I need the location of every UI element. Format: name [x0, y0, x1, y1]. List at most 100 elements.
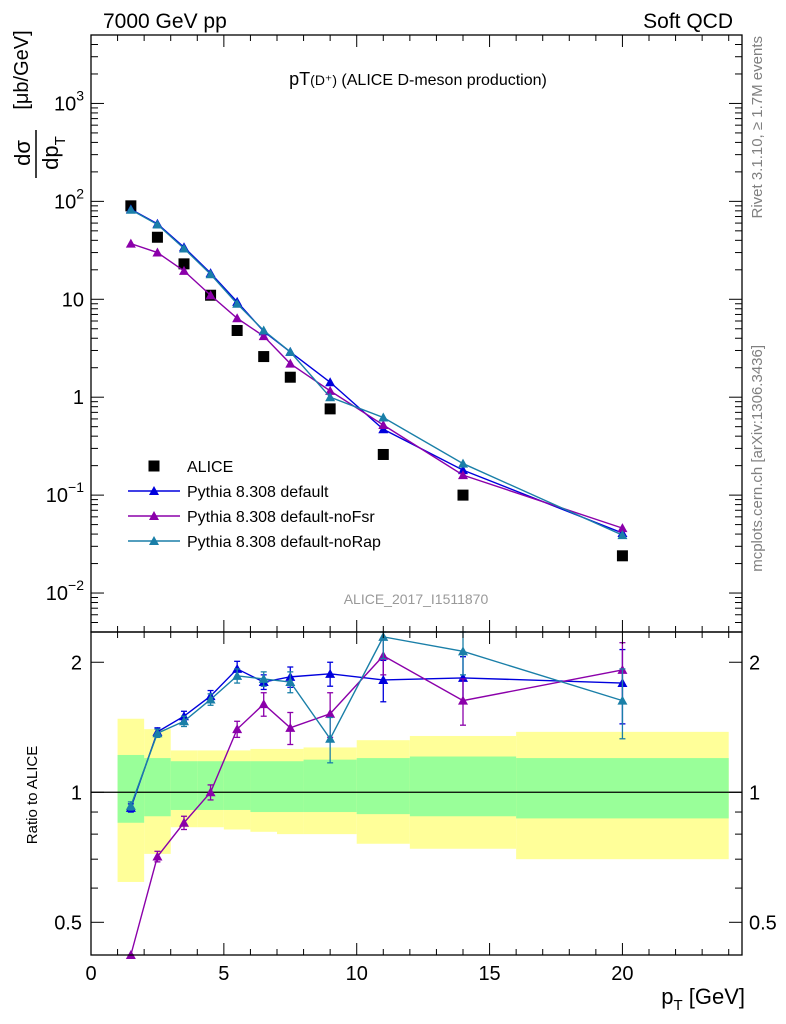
ratio-ytick-label-left-2: 2	[71, 652, 82, 674]
x-axis-label: pT [GeV]	[661, 984, 745, 1014]
main-point-3-3	[205, 269, 216, 279]
main-ytick-label-base-1: 10	[46, 485, 68, 507]
ratio-ylabel: Ratio to ALICE	[24, 746, 41, 844]
chart-title: pT(D⁺) (ALICE D-meson production)	[289, 69, 547, 89]
ratio-band-inner-6	[277, 761, 304, 813]
ratio-point-2-10	[617, 695, 628, 705]
ratio-point-1-4	[232, 724, 243, 734]
main-point-3-2	[179, 243, 189, 253]
main-ytick-label-base-0: 10	[46, 583, 68, 605]
ratio-point-1-2	[179, 817, 189, 827]
ratio-band-inner-5	[250, 761, 277, 813]
ratio-point-2-4	[232, 670, 243, 680]
main-point-2-5	[258, 331, 269, 341]
main-ylabel-units: [μb/GeV]	[11, 30, 33, 109]
ratio-point-2-6	[285, 677, 296, 687]
main-point-3-8	[378, 412, 389, 422]
legend-marker-1	[149, 486, 159, 495]
ratio-ytick-label-left-0: 0.5	[54, 912, 82, 934]
ratio-point-0-7	[325, 668, 336, 678]
ratio-point-2-0	[125, 800, 136, 810]
main-point-2-7	[325, 385, 336, 395]
chart-title-rest: (ALICE D-meson production)	[337, 72, 547, 89]
main-ytick-label-exp-5: 3	[76, 87, 84, 103]
main-point-2-3	[205, 290, 216, 300]
main-ytick-label-base-4: 10	[54, 191, 76, 213]
ratio-point-0-8	[378, 674, 389, 684]
ratio-ytick-label-right-1: 1	[749, 782, 760, 804]
ratio-point-1-6	[285, 722, 296, 732]
ratio-point-1-1	[152, 851, 163, 861]
x-tick-label-3: 15	[478, 963, 500, 985]
rivet-label: Rivet 3.1.10, ≥ 1.7M events	[749, 36, 766, 219]
main-point-0-10	[616, 550, 628, 562]
x-tick-label-0: 0	[85, 963, 96, 985]
main-ytick-label-3: 10	[62, 289, 84, 311]
main-point-2-1	[152, 247, 163, 257]
ratio-band-inner-2	[170, 761, 198, 810]
legend-label-0: ALICE	[187, 459, 233, 476]
x-tick-label-1: 5	[218, 963, 229, 985]
ratio-point-1-7	[325, 708, 336, 718]
ratio-bands	[91, 718, 742, 882]
ratio-point-2-3	[205, 694, 216, 704]
energy-label: 7000 GeV pp	[103, 10, 227, 33]
main-point-0-1	[151, 231, 163, 243]
main-point-1-9	[458, 465, 468, 475]
ratio-point-2-7	[325, 733, 336, 743]
ratio-point-1-5	[258, 699, 269, 709]
ratio-ytick-label-right-0: 0.5	[749, 912, 777, 934]
main-ytick-label-exp-1: −1	[68, 479, 84, 495]
ratio-point-1-3	[205, 787, 216, 797]
ratio-point-2-9	[458, 646, 468, 656]
main-point-2-8	[378, 420, 389, 430]
ratio-ytick-label-left-1: 1	[71, 782, 82, 804]
main-ytick-label-2: 1	[73, 387, 84, 409]
ratio-band-inner-9	[409, 756, 517, 817]
main-point-0-6	[284, 371, 296, 383]
legend-label-3: Pythia 8.308 default-noRap	[187, 534, 381, 551]
main-point-3-5	[258, 325, 269, 335]
main-ylabel: dσ dpT [μb/GeV]	[10, 30, 69, 178]
legend-marker-2	[149, 511, 159, 520]
main-point-3-7	[325, 392, 336, 402]
main-point-0-4	[231, 324, 243, 336]
ratio-ytick-label-right-2: 2	[749, 652, 760, 674]
main-point-3-10	[617, 530, 628, 540]
main-ytick-label-5: 103	[54, 87, 84, 115]
main-ytick-label-1: 10−1	[46, 479, 84, 507]
legend: ALICE Pythia 8.308 default Pythia 8.308 de…	[128, 459, 381, 551]
main-point-2-9	[458, 470, 468, 480]
legend-label-2: Pythia 8.308 default-noFsr	[187, 509, 375, 526]
main-point-0-5	[258, 351, 270, 363]
ratio-point-2-5	[258, 673, 269, 683]
main-point-0-8	[377, 448, 389, 460]
chart-title-sub: (D⁺)	[310, 72, 337, 88]
ratio-point-2-1	[152, 728, 163, 738]
x-tick-label-2: 10	[346, 963, 368, 985]
main-point-0-2	[178, 258, 190, 270]
main-point-3-4	[232, 298, 243, 308]
mcplots-label: mcplots.cern.ch [arXiv:1306.3436]	[749, 345, 766, 572]
main-ytick-label-0: 10−2	[46, 577, 84, 605]
analysis-id: ALICE_2017_I1511870	[344, 591, 489, 607]
main-ytick-label-4: 102	[54, 185, 84, 213]
main-ylabel-den: dpT	[38, 136, 69, 170]
legend-label-1: Pythia 8.308 default	[187, 484, 329, 501]
x-axis-label-sub: T	[673, 997, 682, 1014]
main-ytick-label-base-5: 10	[54, 93, 76, 115]
main-point-2-2	[179, 265, 189, 275]
x-axis-label-rest: [GeV]	[683, 984, 745, 1009]
main-point-0-7	[324, 403, 336, 415]
ratio-band-inner-4	[223, 761, 251, 810]
main-series	[125, 200, 628, 562]
main-point-3-9	[458, 458, 468, 468]
main-ylabel-den-main: dp	[38, 145, 63, 169]
ratio-band-inner-10	[516, 758, 729, 819]
main-point-3-0	[125, 204, 136, 214]
main-ytick-label-exp-4: 2	[76, 185, 84, 201]
x-axis-label-main: p	[661, 984, 673, 1009]
legend-marker-3	[149, 536, 159, 545]
